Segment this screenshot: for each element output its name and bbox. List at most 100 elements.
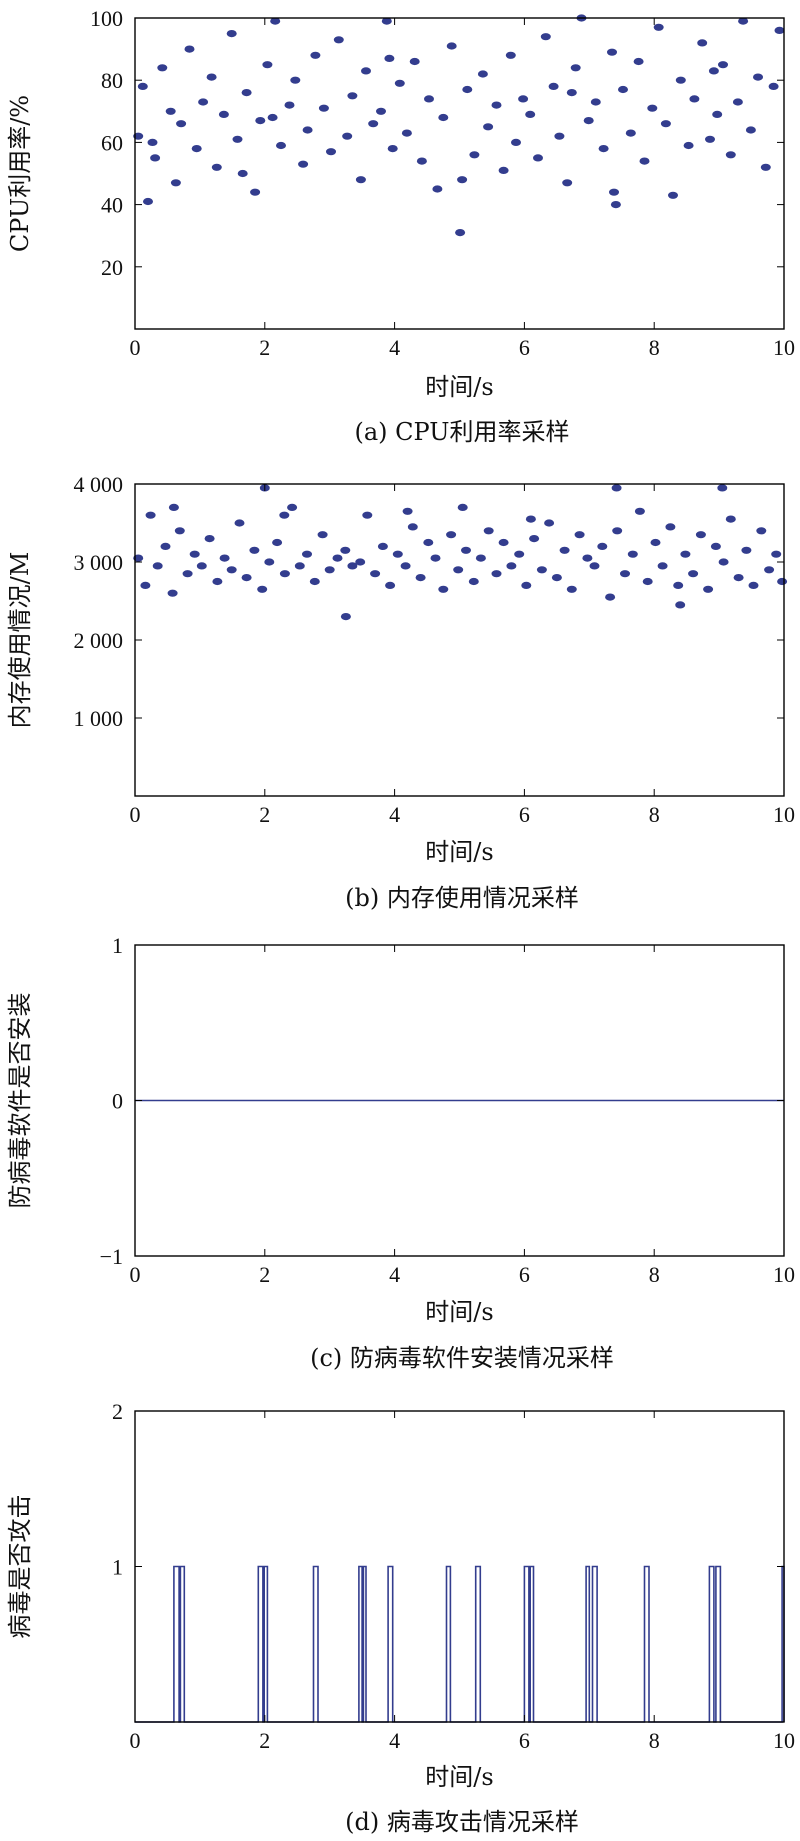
data-point (570, 64, 581, 72)
data-point (457, 503, 468, 511)
data-point (347, 562, 358, 570)
x-tick-label: 6 (519, 335, 530, 360)
data-point (514, 550, 525, 558)
data-point (582, 554, 593, 562)
x-tick-label: 2 (259, 802, 270, 827)
data-point (347, 92, 358, 100)
data-point (318, 104, 329, 112)
data-point (432, 185, 443, 193)
data-point (566, 89, 577, 97)
data-point (506, 562, 517, 570)
panel-caption: (d) 病毒攻击情况采样 (345, 1808, 579, 1836)
y-tick-label: 60 (101, 130, 123, 155)
data-point (695, 531, 706, 539)
data-point (196, 562, 207, 570)
data-point (234, 519, 245, 527)
series-line (135, 1565, 785, 1723)
panel-a: 0 2 4 6 8 10 20 40 60 80 100 时间/s CPU利用率/% (a) CPU利用率… (6, 6, 795, 446)
data-point (168, 503, 179, 511)
data-point (394, 79, 405, 87)
data-point (760, 163, 771, 171)
data-point (590, 98, 601, 106)
data-point (400, 562, 411, 570)
data-point (725, 151, 736, 159)
y-tick-label: 1 000 (74, 706, 124, 731)
data-point (368, 120, 379, 128)
data-point (409, 57, 420, 66)
data-point (718, 61, 728, 69)
data-point (461, 546, 471, 554)
data-point (226, 29, 237, 38)
x-tick-label: 8 (649, 1262, 660, 1287)
data-point (232, 135, 243, 143)
data-point (745, 126, 756, 134)
x-tick-label: 8 (649, 802, 660, 827)
data-point (385, 581, 396, 590)
data-point (753, 73, 763, 81)
data-point (771, 550, 782, 558)
data-point (189, 550, 200, 558)
y-tick-label: 20 (101, 255, 123, 280)
data-point (324, 566, 335, 574)
data-point (642, 577, 653, 586)
data-point (705, 135, 715, 143)
data-point (612, 527, 623, 535)
data-point (625, 129, 636, 137)
data-point (355, 176, 366, 184)
data-point (145, 511, 156, 519)
data-point (174, 527, 185, 535)
data-point (218, 110, 229, 118)
data-point (525, 515, 536, 523)
data-point (165, 107, 176, 115)
data-point (423, 538, 434, 547)
data-point (438, 113, 449, 122)
data-point (152, 562, 163, 570)
data-point (298, 160, 309, 168)
data-point (309, 577, 320, 586)
data-point (387, 145, 398, 153)
data-point (237, 169, 248, 178)
data-point (184, 45, 195, 53)
data-point (712, 110, 723, 118)
x-tick-label: 4 (389, 802, 400, 827)
data-point (167, 589, 178, 597)
data-point (733, 574, 744, 582)
data-point (511, 138, 521, 146)
data-point (639, 157, 650, 165)
x-axis-label: 时间/s (425, 1763, 493, 1791)
data-point (610, 201, 621, 209)
data-point (697, 39, 708, 47)
data-point (249, 546, 260, 554)
data-point (204, 535, 215, 543)
data-point (717, 484, 728, 492)
data-point (607, 48, 617, 56)
data-point (703, 585, 714, 593)
data-point (598, 145, 609, 153)
data-point (255, 117, 266, 125)
x-tick-label: 6 (519, 1262, 530, 1287)
data-point (618, 85, 628, 94)
panel-caption: (a) CPU利用率采样 (355, 418, 570, 446)
data-point (182, 570, 193, 578)
data-point (665, 523, 676, 531)
data-point (361, 67, 371, 75)
data-point (738, 17, 749, 25)
data-point (264, 558, 275, 566)
data-point (392, 550, 403, 558)
data-point (446, 531, 457, 539)
data-point (483, 123, 494, 131)
data-point (226, 566, 237, 574)
data-point (317, 531, 328, 539)
data-point (377, 542, 388, 551)
data-point (589, 562, 600, 570)
data-point (206, 73, 217, 81)
data-point (774, 26, 785, 34)
y-axis-label: 内存使用情况/M (6, 552, 34, 729)
data-point (416, 157, 427, 165)
data-point (150, 154, 161, 162)
data-point (362, 511, 373, 519)
data-point (505, 51, 516, 59)
data-point (718, 558, 729, 566)
